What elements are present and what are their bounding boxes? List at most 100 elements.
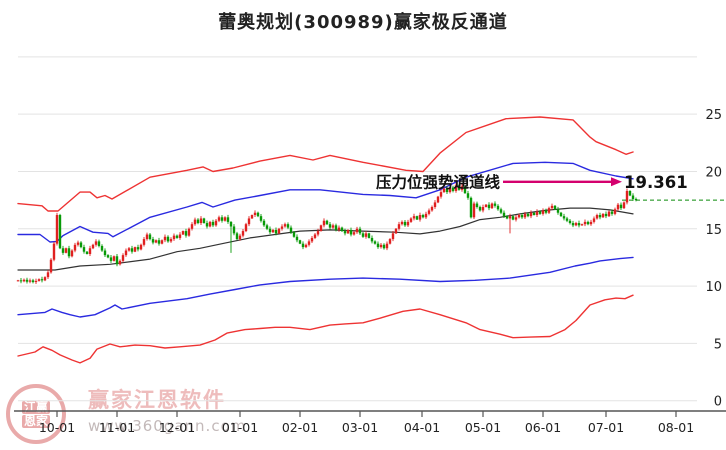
candle-body: [340, 227, 344, 232]
candle-body: [49, 259, 53, 273]
candle-body: [259, 216, 263, 221]
candle-body: [85, 251, 89, 254]
x-axis-tick-label: 06-01: [525, 420, 561, 435]
candle-body: [481, 206, 485, 211]
candle-body: [397, 224, 401, 229]
candle-body: [328, 224, 332, 228]
candle-body: [64, 248, 68, 253]
price-gridlines: [18, 56, 697, 402]
candle-body: [289, 227, 293, 233]
candle-body: [115, 256, 119, 265]
candle-body: [250, 215, 254, 219]
candle-body: [349, 229, 353, 235]
candle-body: [427, 210, 431, 214]
watermark-text: 赢家江恩软件 www.360gann.com: [88, 384, 246, 435]
candle-body: [286, 224, 290, 228]
candle-body: [118, 260, 122, 265]
candle-body: [322, 220, 326, 226]
candle-body: [67, 248, 71, 257]
candle-body: [607, 211, 611, 217]
x-axis-tick-label: 04-01: [404, 420, 440, 435]
candle-body: [415, 216, 419, 220]
candle-body: [274, 229, 278, 234]
candle-body: [406, 221, 410, 226]
candle-body: [22, 279, 26, 282]
candle-body: [43, 277, 47, 281]
candle-body: [46, 272, 50, 278]
candle-body: [400, 221, 404, 225]
candle-body: [145, 234, 149, 240]
candle-body: [163, 236, 167, 241]
candle-body: [469, 197, 473, 218]
candle-body: [358, 228, 362, 234]
candle-body: [598, 215, 602, 218]
candle-body: [169, 239, 173, 242]
candle-body: [352, 232, 356, 235]
candle-body: [172, 235, 176, 240]
candle-body: [634, 198, 638, 201]
watermark: 江赢 恩家 赢家江恩软件 www.360gann.com: [6, 384, 246, 444]
candle-body: [385, 243, 389, 249]
candle-body: [433, 202, 437, 207]
candle-body: [280, 226, 284, 229]
candle-body: [601, 213, 605, 218]
candle-body: [544, 210, 548, 213]
candle-body: [610, 211, 614, 214]
candle-body: [127, 248, 131, 251]
x-axis-tick-label: 08-01: [658, 420, 694, 435]
candle-body: [151, 239, 155, 243]
candle-body: [58, 215, 62, 249]
candle-body: [475, 203, 479, 207]
candles: [16, 183, 638, 284]
candle-body: [310, 237, 314, 242]
channel-line-outer-lower-red: [17, 294, 634, 364]
candle-body: [580, 224, 584, 226]
candle-body: [313, 234, 317, 238]
candle-body: [508, 216, 512, 219]
candle-body: [604, 213, 608, 217]
candle-body: [622, 202, 626, 209]
candle-body: [505, 216, 509, 219]
candle-body: [412, 216, 416, 219]
candle-body: [529, 212, 533, 217]
candle-body: [76, 242, 80, 245]
candle-body: [136, 247, 140, 250]
x-axis-tick-label: 02-01: [282, 420, 318, 435]
candle-body: [232, 226, 236, 234]
candle-body: [28, 280, 32, 282]
candle-body: [25, 279, 29, 282]
candle-body: [559, 212, 563, 217]
candle-body: [595, 215, 599, 219]
candle-body: [208, 221, 212, 227]
candle-body: [238, 235, 242, 240]
candle-body: [283, 224, 287, 227]
candle-body: [19, 280, 23, 282]
candle-body: [178, 234, 182, 238]
candle-body: [301, 243, 305, 248]
candle-body: [184, 231, 188, 236]
candle-body: [517, 215, 521, 218]
candle-body: [430, 206, 434, 211]
candle-body: [346, 229, 350, 234]
candle-body: [235, 233, 239, 240]
candle-body: [331, 225, 335, 228]
candle-body: [448, 187, 452, 193]
candle-body: [148, 234, 152, 240]
candle-body: [100, 245, 104, 251]
candle-body: [445, 188, 449, 193]
candle-body: [583, 221, 587, 225]
candle-body: [502, 212, 506, 217]
candle-body: [472, 203, 476, 218]
candle-body: [490, 203, 494, 209]
candle-body: [217, 217, 221, 221]
resistance-value: 19.361: [624, 173, 688, 192]
candle-body: [88, 248, 92, 254]
candle-body: [295, 236, 299, 241]
candle-body: [418, 215, 422, 220]
y-axis-tick-label: 0: [714, 395, 722, 410]
candle-body: [409, 218, 413, 222]
channel-line-lower-blue: [17, 256, 634, 318]
y-axis-tick-label: 5: [714, 337, 722, 352]
candle-body: [193, 219, 197, 225]
